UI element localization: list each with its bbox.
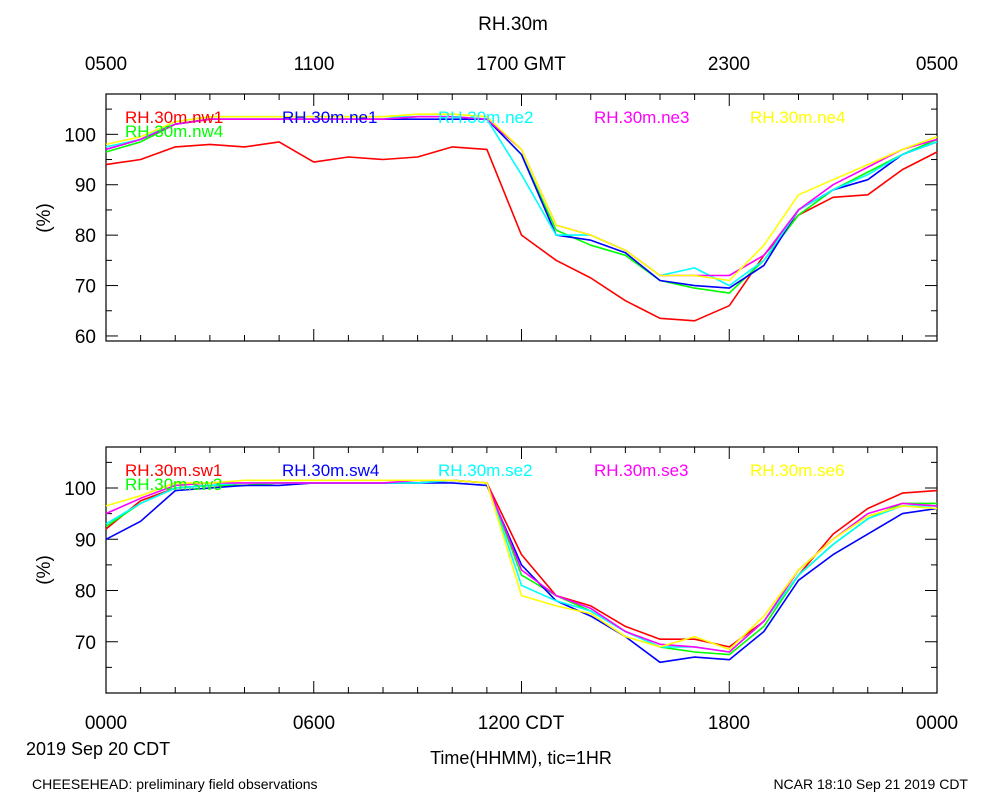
- legend-label: RH.30m.sw1: [125, 461, 222, 480]
- footer-left: CHEESEHEAD: preliminary field observatio…: [32, 776, 318, 792]
- y-tick-label: 90: [75, 530, 96, 551]
- x-axis-title: Time(HHMM), tic=1HR: [430, 748, 612, 768]
- y-tick-label: 100: [64, 479, 96, 500]
- top-axis-label: 0500: [916, 54, 958, 75]
- series-line-rh-30m-sw4: [105, 482, 938, 664]
- bottom-axis-label: 0000: [916, 713, 958, 734]
- y-tick-label: 70: [75, 633, 96, 654]
- y-tick-label: 60: [75, 327, 96, 348]
- top-axis-label: 2300: [708, 54, 750, 75]
- top-axis-label: 1100: [294, 54, 335, 75]
- series-line-rh-30m-se6: [105, 479, 938, 651]
- bottom-axis-label: 1800: [708, 713, 750, 734]
- series-line-rh-30m-sw3: [105, 479, 937, 656]
- bottom-axis-label: 1200 CDT: [478, 713, 565, 734]
- legend-label: RH.30m.ne4: [750, 108, 845, 127]
- series-line-rh-30m-nw4: [105, 115, 938, 294]
- date-label: 2019 Sep 20 CDT: [26, 739, 170, 759]
- legend-label: RH.30m.se3: [594, 461, 688, 480]
- lower-axis-ticks: [105, 447, 938, 694]
- legend-label: RH.30m.ne1: [282, 108, 377, 127]
- y-tick-label: 90: [75, 176, 96, 197]
- bottom-axis-label: 0600: [293, 713, 335, 734]
- series-line-rh-30m-nw1: [105, 141, 938, 322]
- y-tick-label: 80: [75, 226, 96, 247]
- lower-y-axis-label: (%): [34, 555, 55, 585]
- y-tick-label: 80: [75, 582, 96, 603]
- upper-axis-ticks: [105, 94, 938, 341]
- legend-label: RH.30m.se2: [438, 461, 532, 480]
- bottom-axis-label: 0000: [85, 713, 127, 734]
- series-line-rh-30m-se2: [105, 479, 937, 653]
- legend-label: RH.30m.sw3: [125, 475, 222, 494]
- footer-right: NCAR 18:10 Sep 21 2019 CDT: [773, 776, 968, 792]
- series-line-rh-30m-se3: [105, 479, 938, 653]
- series-line-rh-30m-ne1: [105, 118, 938, 289]
- top-axis-label: 1700 GMT: [476, 54, 566, 75]
- upper-y-axis-label: (%): [34, 203, 55, 233]
- legend-label: RH.30m.se6: [750, 461, 844, 480]
- legend-label: RH.30m.nw1: [125, 108, 223, 127]
- legend-label: RH.30m.ne3: [594, 108, 689, 127]
- chart-title: RH.30m: [478, 14, 548, 35]
- legend-label: RH.30m.ne2: [438, 108, 533, 127]
- lower-series-lines: [105, 479, 938, 664]
- bottom-axis-labels: 0000 0600 1200 CDT 1800 0000: [85, 713, 958, 734]
- series-line-rh-30m-ne4: [105, 113, 938, 282]
- legend-label: RH.30m.nw4: [125, 122, 223, 141]
- series-line-rh-30m-ne2: [105, 115, 938, 287]
- top-axis-labels: 0500 1100 1700 GMT 2300 0500: [85, 54, 958, 75]
- upper-y-tick-labels: 60 70 80 90 100: [64, 125, 96, 348]
- lower-y-tick-labels: 70 80 90 100: [64, 479, 96, 654]
- legend-label: RH.30m.sw4: [282, 461, 379, 480]
- upper-panel-frame: [105, 93, 938, 342]
- y-tick-label: 70: [75, 277, 96, 298]
- upper-series-lines: [105, 113, 938, 322]
- series-line-rh-30m-ne3: [105, 115, 938, 277]
- y-tick-label: 100: [64, 125, 96, 146]
- top-axis-label: 0500: [85, 54, 127, 75]
